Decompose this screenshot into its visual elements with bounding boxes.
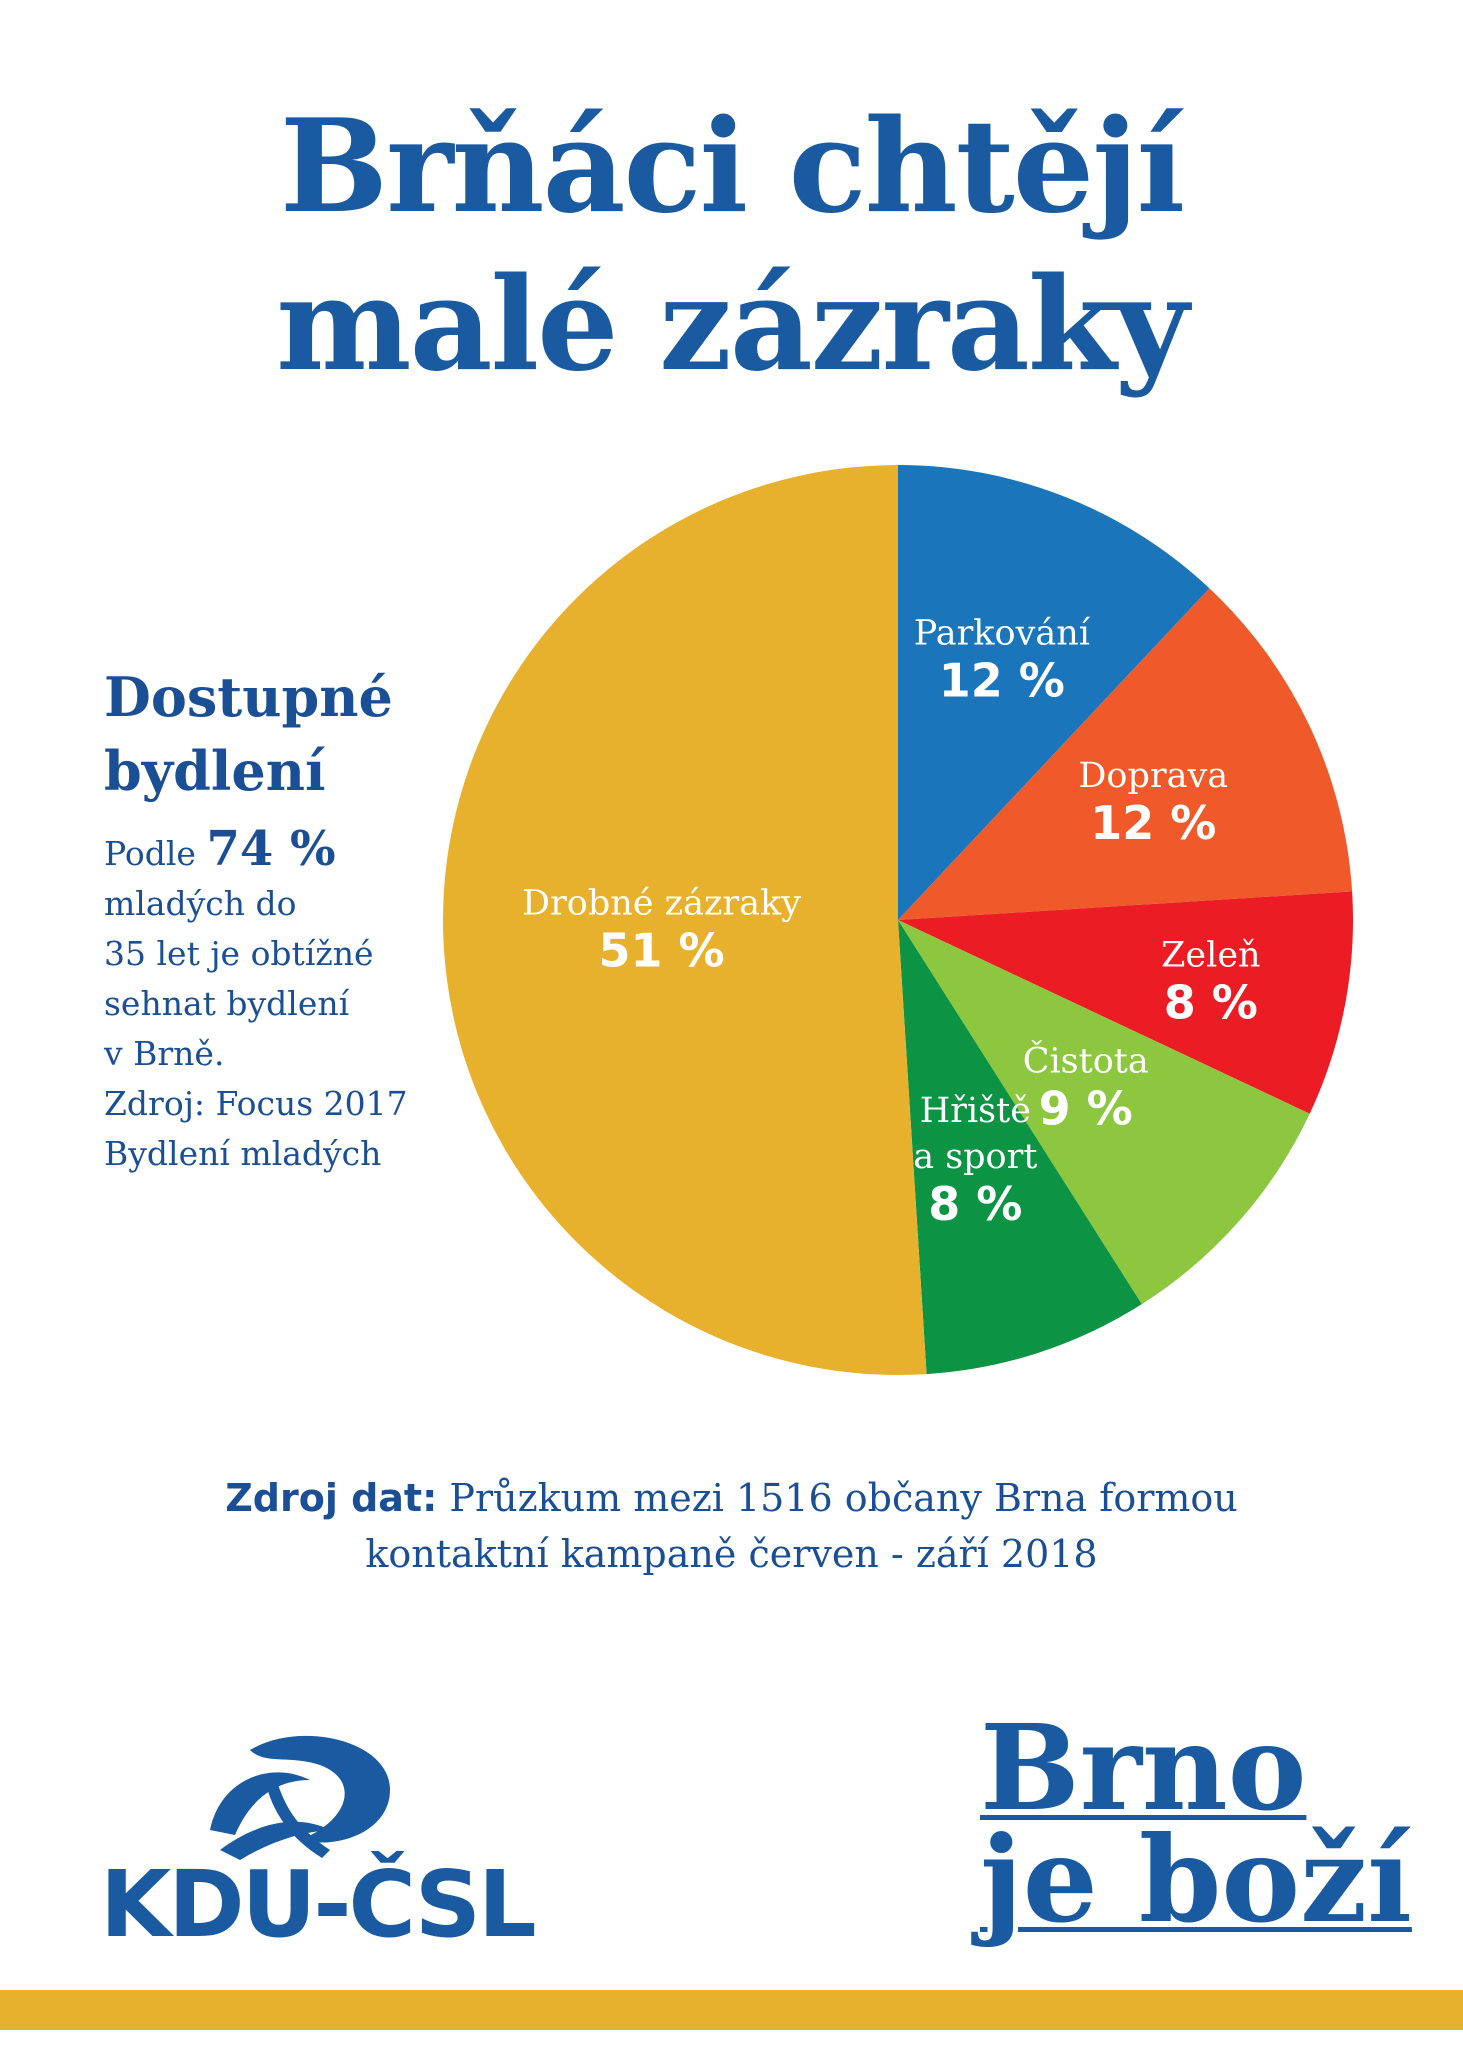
callout-heading-line-1: Dostupné bbox=[104, 665, 393, 729]
pie-slice-3 bbox=[898, 920, 1310, 1305]
slogan: Brno je boží bbox=[980, 1698, 1412, 1949]
title-line-1: Brňáci chtějí bbox=[279, 92, 1185, 242]
page-title: Brňáci chtějí malé zázraky bbox=[0, 88, 1463, 404]
slice-value-0: 12 % bbox=[939, 654, 1065, 708]
slice-value-2: 8 % bbox=[1164, 976, 1258, 1030]
callout-line-3: sehnat bydlení bbox=[104, 984, 350, 1023]
callout-prefix: Podle bbox=[104, 834, 196, 873]
pie-slice-0 bbox=[898, 465, 1210, 920]
housing-callout: Dostupné bydlení Podle 74 % mladých do 3… bbox=[104, 660, 434, 1179]
callout-text: Podle 74 % mladých do 35 let je obtížné … bbox=[104, 824, 434, 1179]
pie-slice-5 bbox=[443, 465, 927, 1375]
logo-wordmark: KDU-ČSL bbox=[100, 1851, 537, 1958]
callout-percent: 74 % bbox=[206, 821, 336, 877]
callout-line-2: 35 let je obtížné bbox=[104, 934, 374, 973]
callout-heading-line-2: bydlení bbox=[104, 739, 326, 803]
callout-line-0: Podle 74 % bbox=[104, 824, 434, 879]
slice-value-1: 12 % bbox=[1090, 796, 1216, 850]
source-line-2: kontaktní kampaně červen - září 2018 bbox=[365, 1532, 1098, 1576]
slice-label-5-0: Drobné zázraky bbox=[522, 883, 801, 923]
bottom-accent-bar bbox=[0, 1990, 1463, 2030]
callout-line-5: Zdroj: Focus 2017 bbox=[104, 1084, 408, 1123]
slice-label-1-0: Doprava bbox=[1078, 756, 1228, 796]
pie-slice-4 bbox=[898, 920, 1142, 1375]
slice-value-3: 9 % bbox=[1039, 1081, 1133, 1135]
slice-label-3-0: Čistota bbox=[1023, 1039, 1149, 1081]
slice-label-4-1: a sport bbox=[913, 1137, 1037, 1177]
pie-slice-1 bbox=[898, 588, 1353, 920]
source-label: Zdroj dat: bbox=[225, 1476, 438, 1520]
source-line-1: Zdroj dat: Průzkum mezi 1516 občany Brna… bbox=[0, 1470, 1463, 1526]
callout-line-6: Bydlení mladých bbox=[104, 1134, 382, 1173]
slice-value-4: 8 % bbox=[928, 1177, 1022, 1231]
kdu-csl-logo-mark bbox=[210, 1735, 390, 1860]
slogan-line-2: je boží bbox=[980, 1810, 1412, 1949]
callout-heading: Dostupné bydlení bbox=[104, 660, 434, 808]
data-source: Zdroj dat: Průzkum mezi 1516 občany Brna… bbox=[0, 1470, 1463, 1582]
callout-line-1: mladých do bbox=[104, 884, 297, 923]
source-text: Průzkum mezi 1516 občany Brna formou bbox=[449, 1476, 1238, 1520]
slice-label-4-0: Hřiště bbox=[920, 1091, 1031, 1131]
callout-line-4: v Brně. bbox=[104, 1034, 225, 1073]
title-line-2: malé zázraky bbox=[276, 250, 1189, 400]
slogan-line-1: Brno bbox=[980, 1698, 1307, 1837]
slice-label-2-0: Zeleň bbox=[1161, 936, 1260, 976]
slice-label-0-0: Parkování bbox=[914, 614, 1091, 654]
pie-slice-2 bbox=[898, 891, 1354, 1114]
slice-value-5: 51 % bbox=[598, 923, 724, 977]
